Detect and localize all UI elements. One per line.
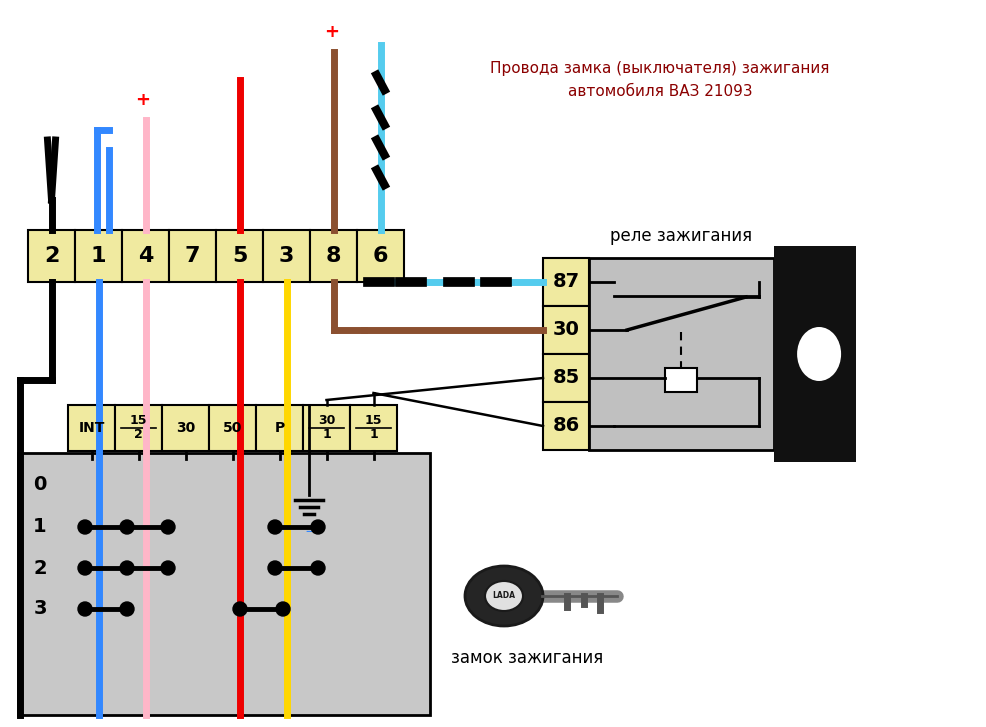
Bar [255, 405, 303, 451]
Text: реле зажигания: реле зажигания [609, 227, 751, 245]
Bar [169, 230, 216, 282]
Text: 50: 50 [223, 421, 242, 435]
Circle shape [78, 561, 92, 575]
Bar [303, 405, 350, 451]
Text: 2: 2 [43, 246, 59, 266]
Text: 4: 4 [138, 246, 153, 266]
Ellipse shape [797, 327, 840, 381]
Bar [216, 230, 262, 282]
Ellipse shape [464, 566, 542, 626]
Circle shape [120, 561, 134, 575]
Bar [665, 368, 696, 392]
Text: +: + [323, 23, 338, 41]
Text: 0: 0 [34, 475, 46, 494]
Text: Провода замка (выключателя) зажигания
автомобиля ВАЗ 21093: Провода замка (выключателя) зажигания ав… [490, 61, 829, 99]
Text: 7: 7 [184, 246, 200, 266]
Bar [162, 405, 209, 451]
Bar [75, 230, 122, 282]
Text: 6: 6 [373, 246, 387, 266]
Text: замок зажигания: замок зажигания [451, 649, 602, 667]
Bar [122, 230, 169, 282]
Bar [542, 306, 589, 354]
Circle shape [276, 602, 290, 616]
Bar [542, 402, 589, 450]
Bar [115, 405, 162, 451]
Bar [773, 246, 855, 462]
Text: 3: 3 [278, 246, 294, 266]
Circle shape [311, 561, 324, 575]
Bar [68, 405, 115, 451]
Text: P: P [274, 421, 284, 435]
Text: 85: 85 [552, 369, 579, 387]
Text: 30: 30 [317, 414, 335, 427]
Text: 87: 87 [552, 273, 579, 292]
Bar [262, 230, 310, 282]
Bar [542, 354, 589, 402]
Text: −: − [304, 524, 317, 539]
Circle shape [233, 602, 246, 616]
Bar [350, 405, 396, 451]
Text: 2: 2 [34, 558, 46, 577]
Bar [310, 230, 357, 282]
Text: 30: 30 [552, 321, 579, 340]
Bar [357, 230, 403, 282]
Circle shape [78, 520, 92, 534]
Text: 15: 15 [365, 414, 382, 427]
Text: LADA: LADA [492, 590, 515, 600]
Circle shape [120, 602, 134, 616]
Text: 1: 1 [34, 518, 46, 537]
Text: 86: 86 [552, 417, 579, 435]
Text: +: + [135, 91, 150, 109]
Circle shape [268, 561, 282, 575]
Bar [18, 453, 430, 715]
Circle shape [311, 520, 324, 534]
Text: 5: 5 [232, 246, 246, 266]
Bar [542, 258, 589, 306]
Circle shape [268, 520, 282, 534]
Circle shape [161, 520, 175, 534]
Text: 1: 1 [91, 246, 106, 266]
Text: 1: 1 [369, 428, 378, 441]
Circle shape [120, 520, 134, 534]
Circle shape [78, 602, 92, 616]
Text: 15: 15 [129, 414, 147, 427]
Bar [209, 405, 255, 451]
Bar [28, 230, 75, 282]
Ellipse shape [484, 581, 523, 611]
Text: 2: 2 [134, 428, 143, 441]
Bar [589, 258, 773, 450]
Circle shape [161, 561, 175, 575]
Text: 3: 3 [34, 600, 46, 619]
Text: INT: INT [78, 421, 105, 435]
Text: 1: 1 [321, 428, 330, 441]
Text: 30: 30 [176, 421, 195, 435]
Text: 8: 8 [325, 246, 341, 266]
